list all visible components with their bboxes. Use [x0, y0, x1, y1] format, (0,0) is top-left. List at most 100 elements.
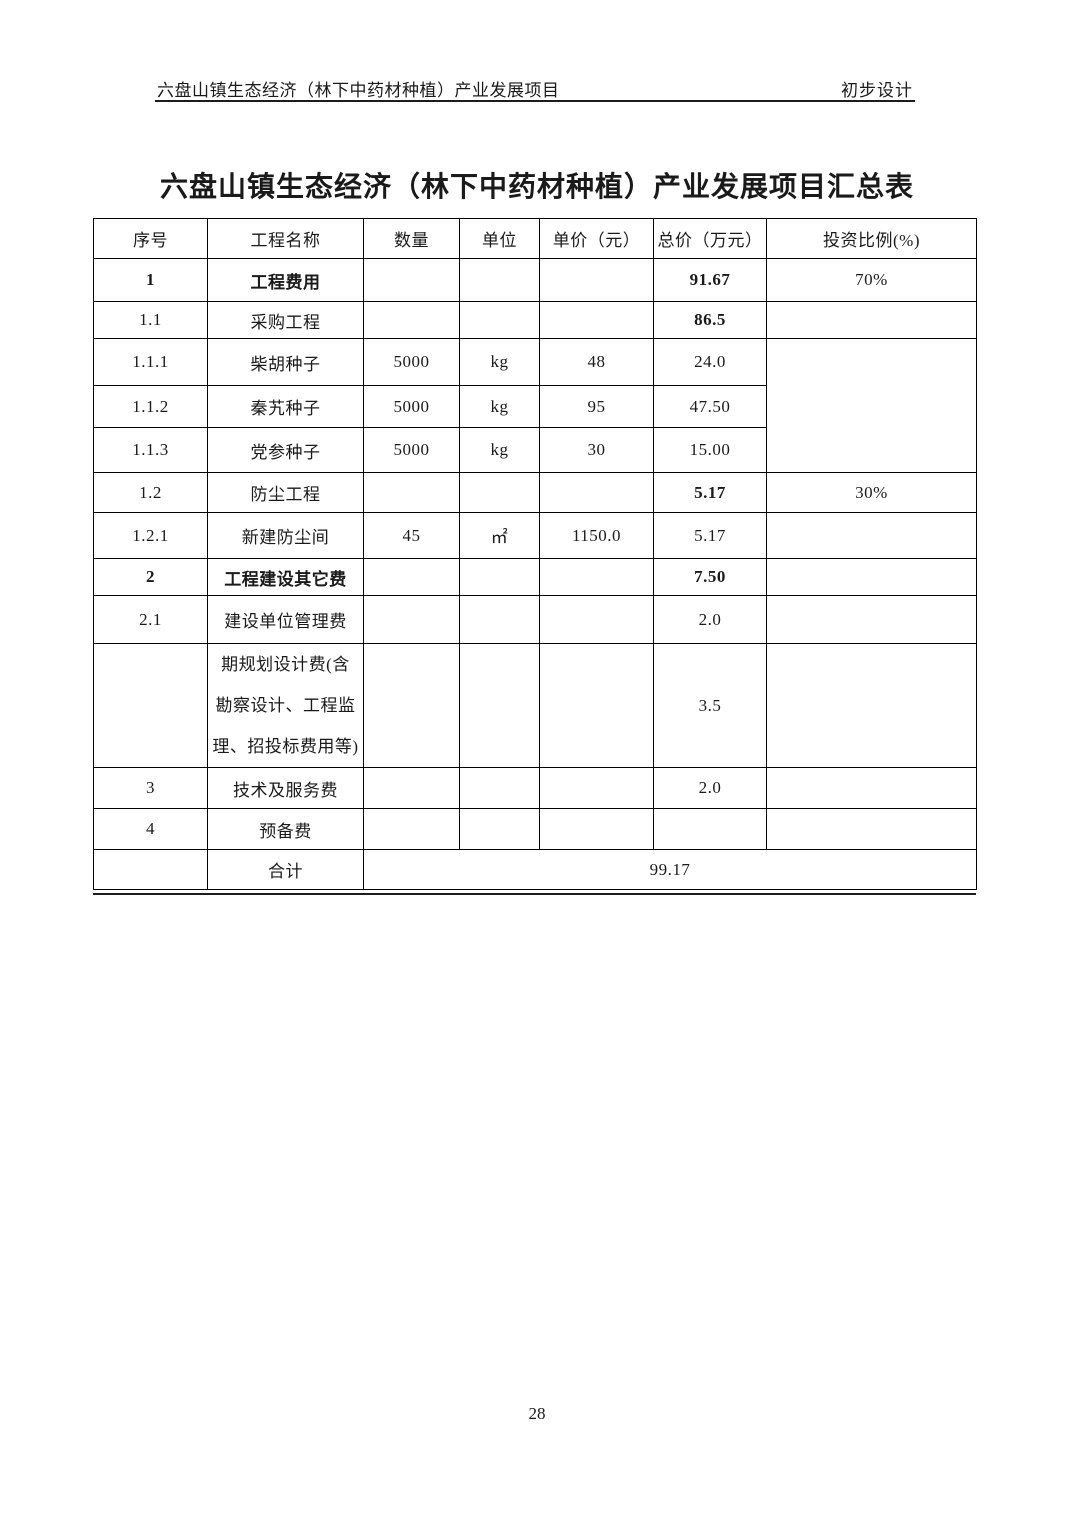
cell-name-line: 理、招投标费用等) — [212, 737, 359, 756]
cell-total-price: 3.5 — [653, 643, 767, 768]
col-header-unit: 单位 — [459, 218, 540, 259]
cell-invest-ratio — [766, 301, 977, 339]
cell-invest-ratio-merged — [766, 338, 977, 473]
cell-grand-total: 99.17 — [363, 849, 977, 890]
cell-qty: 5000 — [363, 385, 460, 428]
cell-serial: 1.1.3 — [93, 427, 208, 473]
col-header-name: 工程名称 — [207, 218, 364, 259]
cell-serial: 2.1 — [93, 595, 208, 644]
cell-serial — [93, 643, 208, 768]
cell-qty — [363, 767, 460, 809]
cell-unit: kg — [459, 385, 540, 428]
cell-serial: 1.1.2 — [93, 385, 208, 428]
cell-name-line: 期规划设计费(含 — [221, 655, 350, 674]
cell-serial — [93, 849, 208, 890]
col-header-serial: 序号 — [93, 218, 208, 259]
cell-name-multiline: 期规划设计费(含 勘察设计、工程监 理、招投标费用等) — [207, 643, 364, 768]
table-header-row: 序号 工程名称 数量 单位 单价（元） 总价（万元） 投资比例(%) — [93, 218, 977, 259]
cell-total-price: 15.00 — [653, 427, 767, 473]
page-number: 28 — [528, 1404, 546, 1423]
cell-invest-ratio — [766, 558, 977, 596]
table-row-1-2-1: 1.2.1 新建防尘间 45 ㎡ 1150.0 5.17 — [93, 512, 977, 559]
header-rule — [155, 100, 915, 102]
cell-total-price: 24.0 — [653, 338, 767, 386]
cell-name: 工程建设其它费 — [207, 558, 364, 596]
cell-serial: 1 — [93, 258, 208, 302]
cell-name: 秦艽种子 — [207, 385, 364, 428]
cell-unit-price — [539, 258, 654, 302]
table-bottom-rule — [93, 893, 976, 895]
cell-invest-ratio: 70% — [766, 258, 977, 302]
cell-qty: 5000 — [363, 338, 460, 386]
table-row-planning-fee: 期规划设计费(含 勘察设计、工程监 理、招投标费用等) 3.5 — [93, 643, 977, 768]
cell-invest-ratio — [766, 643, 977, 768]
cell-name: 采购工程 — [207, 301, 364, 339]
cell-total-label: 合计 — [207, 849, 364, 890]
cell-invest-ratio — [766, 595, 977, 644]
cell-name: 建设单位管理费 — [207, 595, 364, 644]
cell-unit-price — [539, 472, 654, 513]
cell-qty — [363, 301, 460, 339]
cell-unit: kg — [459, 338, 540, 386]
cell-total-price — [653, 808, 767, 850]
cell-qty — [363, 472, 460, 513]
cell-serial: 1.2 — [93, 472, 208, 513]
cell-total-price: 2.0 — [653, 595, 767, 644]
cell-total-price: 47.50 — [653, 385, 767, 428]
cell-unit — [459, 767, 540, 809]
cell-unit-price: 1150.0 — [539, 512, 654, 559]
cell-total-price: 5.17 — [653, 472, 767, 513]
cell-unit-price: 30 — [539, 427, 654, 473]
table-row-1-1-3: 1.1.3 党参种子 5000 kg 30 15.00 — [93, 427, 977, 473]
table-row-4: 4 预备费 — [93, 808, 977, 850]
cell-qty — [363, 808, 460, 850]
cell-total-price: 2.0 — [653, 767, 767, 809]
col-header-unit-price: 单价（元） — [539, 218, 654, 259]
cell-total-price: 7.50 — [653, 558, 767, 596]
cell-name: 防尘工程 — [207, 472, 364, 513]
cell-serial: 1.1 — [93, 301, 208, 339]
cell-unit — [459, 808, 540, 850]
cell-qty — [363, 595, 460, 644]
cell-name: 柴胡种子 — [207, 338, 364, 386]
cell-unit — [459, 595, 540, 644]
table-row-3: 3 技术及服务费 2.0 — [93, 767, 977, 809]
cell-serial: 3 — [93, 767, 208, 809]
cell-unit — [459, 301, 540, 339]
table-row-1-2: 1.2 防尘工程 5.17 30% — [93, 472, 977, 513]
cell-unit — [459, 643, 540, 768]
cell-serial: 1.2.1 — [93, 512, 208, 559]
running-header-project-name: 六盘山镇生态经济（林下中药材种植）产业发展项目 — [157, 81, 560, 100]
table-row-1-1-1: 1.1.1 柴胡种子 5000 kg 48 24.0 — [93, 338, 977, 473]
cell-unit — [459, 258, 540, 302]
page-title: 六盘山镇生态经济（林下中药材种植）产业发展项目汇总表 — [159, 172, 914, 203]
cell-unit-price: 48 — [539, 338, 654, 386]
cell-unit-price — [539, 808, 654, 850]
cell-unit-price — [539, 595, 654, 644]
cell-qty: 45 — [363, 512, 460, 559]
cell-total-price: 5.17 — [653, 512, 767, 559]
cell-unit-price — [539, 301, 654, 339]
cell-invest-ratio: 30% — [766, 472, 977, 513]
cell-invest-ratio — [766, 767, 977, 809]
cell-unit — [459, 472, 540, 513]
cell-unit: kg — [459, 427, 540, 473]
table-row-total: 合计 99.17 — [93, 849, 977, 890]
cell-serial: 1.1.1 — [93, 338, 208, 386]
table-row-2: 2 工程建设其它费 7.50 — [93, 558, 977, 596]
col-header-total-price: 总价（万元） — [653, 218, 767, 259]
cell-qty — [363, 558, 460, 596]
project-summary-table: 序号 工程名称 数量 单位 单价（元） 总价（万元） 投资比例(%) 1 工程费… — [93, 218, 977, 890]
cell-total-price: 91.67 — [653, 258, 767, 302]
cell-name-line: 勘察设计、工程监 — [215, 696, 356, 715]
col-header-invest-ratio: 投资比例(%) — [766, 218, 977, 259]
cell-invest-ratio — [766, 808, 977, 850]
cell-unit-price: 95 — [539, 385, 654, 428]
cell-total-price: 86.5 — [653, 301, 767, 339]
cell-qty: 5000 — [363, 427, 460, 473]
table-row-1: 1 工程费用 91.67 70% — [93, 258, 977, 302]
cell-unit-price — [539, 767, 654, 809]
table-row-1-1-2: 1.1.2 秦艽种子 5000 kg 95 47.50 — [93, 385, 977, 428]
cell-unit — [459, 558, 540, 596]
